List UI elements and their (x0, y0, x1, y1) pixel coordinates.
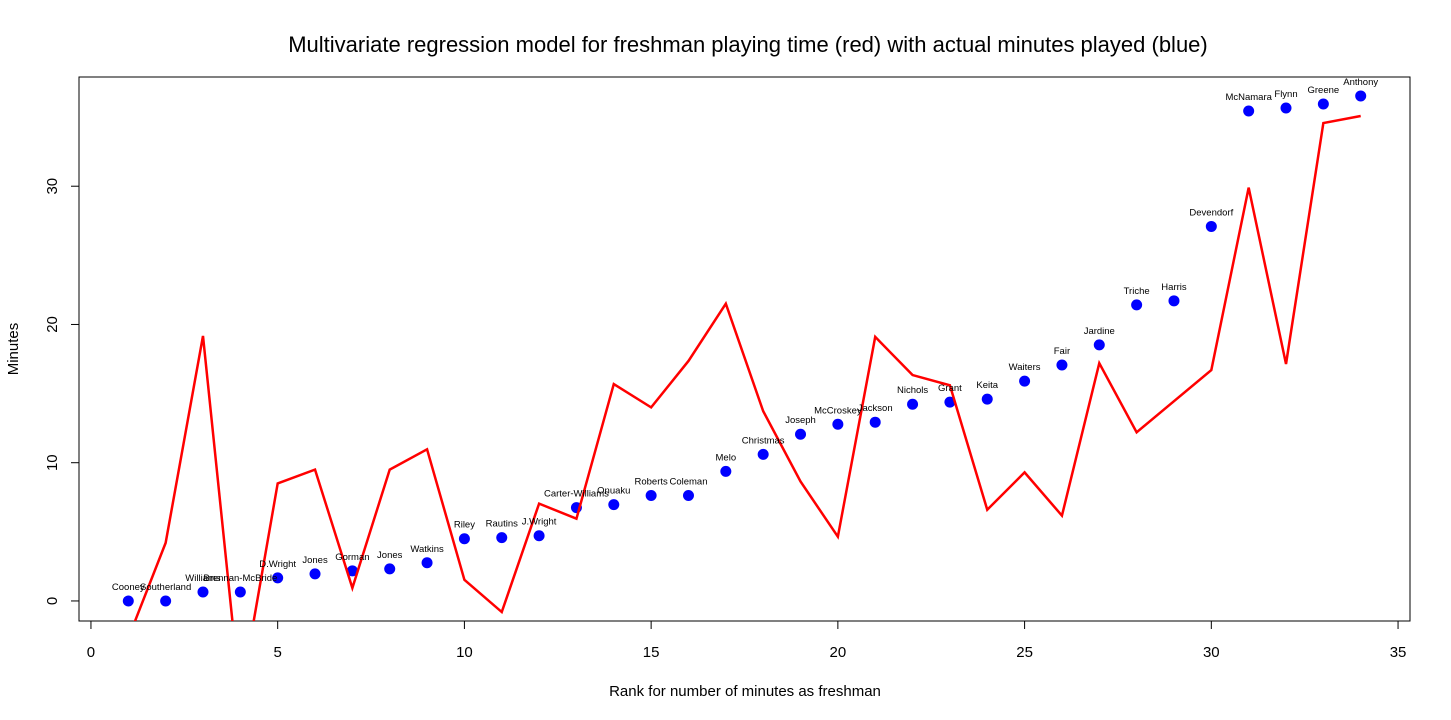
data-point (1317, 98, 1329, 110)
data-point (1093, 339, 1105, 351)
data-point (1131, 299, 1143, 311)
data-point (757, 448, 769, 460)
point-label: Cooney (112, 582, 145, 593)
point-label: Gorman (335, 552, 369, 563)
point-label: Rautins (486, 519, 518, 530)
point-label: Keita (976, 380, 998, 391)
y-tick-label: 30 (44, 178, 61, 195)
y-tick-label: 20 (44, 316, 61, 333)
model-line (133, 114, 1361, 621)
data-point (346, 565, 358, 577)
y-tick-label: 0 (44, 597, 61, 605)
x-tick-label: 10 (456, 644, 473, 661)
point-label: Southerland (140, 582, 191, 593)
point-label: Onuaku (597, 486, 630, 497)
data-point (1280, 102, 1292, 114)
point-label: Harris (1161, 282, 1187, 293)
data-point (1355, 90, 1367, 102)
x-tick-label: 15 (643, 644, 660, 661)
x-tick-label: 20 (830, 644, 847, 661)
point-label: Carter-Williams (544, 489, 609, 500)
point-label: D.Wright (259, 559, 296, 570)
x-tick-label: 30 (1203, 644, 1220, 661)
data-point (421, 557, 433, 569)
point-label: Triche (1124, 286, 1150, 297)
point-label: Melo (716, 452, 737, 463)
point-label: Williams (185, 573, 221, 584)
data-point (309, 568, 321, 580)
data-point (608, 499, 620, 511)
data-point (533, 530, 545, 542)
point-label: Grant (938, 383, 962, 394)
data-point (832, 418, 844, 430)
data-point (122, 595, 134, 607)
point-label: Coleman (669, 476, 707, 487)
point-label: Watkins (410, 544, 444, 555)
point-label: Waiters (1009, 362, 1041, 373)
data-point (384, 563, 396, 575)
data-point (197, 586, 209, 598)
data-point (458, 533, 470, 545)
data-point (1019, 375, 1031, 387)
data-point (1168, 295, 1180, 307)
point-label: McNamara (1225, 92, 1272, 103)
point-label: Riley (454, 520, 475, 531)
point-label: Anthony (1343, 77, 1378, 88)
data-point (160, 595, 172, 607)
data-point (981, 393, 993, 405)
point-label: Jardine (1084, 326, 1115, 337)
data-point (272, 572, 284, 584)
point-label: Greene (1308, 85, 1340, 96)
plot-box (78, 76, 1411, 622)
point-label: Fair (1054, 346, 1070, 357)
point-label: Devendorf (1189, 207, 1233, 218)
data-point (944, 396, 956, 408)
point-label: Jackson (858, 403, 893, 414)
x-axis-label: Rank for number of minutes as freshman (609, 683, 881, 700)
y-axis-label: Minutes (5, 323, 22, 376)
data-point (720, 465, 732, 477)
point-label: Nichols (897, 385, 928, 396)
data-point (496, 532, 508, 544)
point-label: Christmas (742, 435, 785, 446)
x-tick-label: 5 (274, 644, 282, 661)
plot-area (122, 90, 1367, 621)
point-label: Roberts (635, 476, 669, 487)
point-label: Joseph (785, 415, 816, 426)
point-label: Brennan-McBride (203, 573, 277, 584)
chart-title: Multivariate regression model for freshm… (288, 32, 1208, 57)
data-point (907, 398, 919, 410)
y-tick-label: 10 (44, 454, 61, 471)
point-label: McCroskey (814, 405, 862, 416)
data-point (869, 416, 881, 428)
point-label: J.Wright (522, 517, 557, 528)
point-label: Flynn (1274, 89, 1297, 100)
data-point (645, 489, 657, 501)
x-tick-label: 35 (1390, 644, 1407, 661)
data-point (1205, 220, 1217, 232)
data-point (682, 489, 694, 501)
x-tick-label: 0 (87, 644, 95, 661)
data-point (795, 428, 807, 440)
point-label: Jones (377, 550, 403, 561)
point-label: Jones (302, 555, 328, 566)
data-point (234, 586, 246, 598)
data-point (1243, 105, 1255, 117)
x-tick-label: 25 (1016, 644, 1033, 661)
data-point (1056, 359, 1068, 371)
